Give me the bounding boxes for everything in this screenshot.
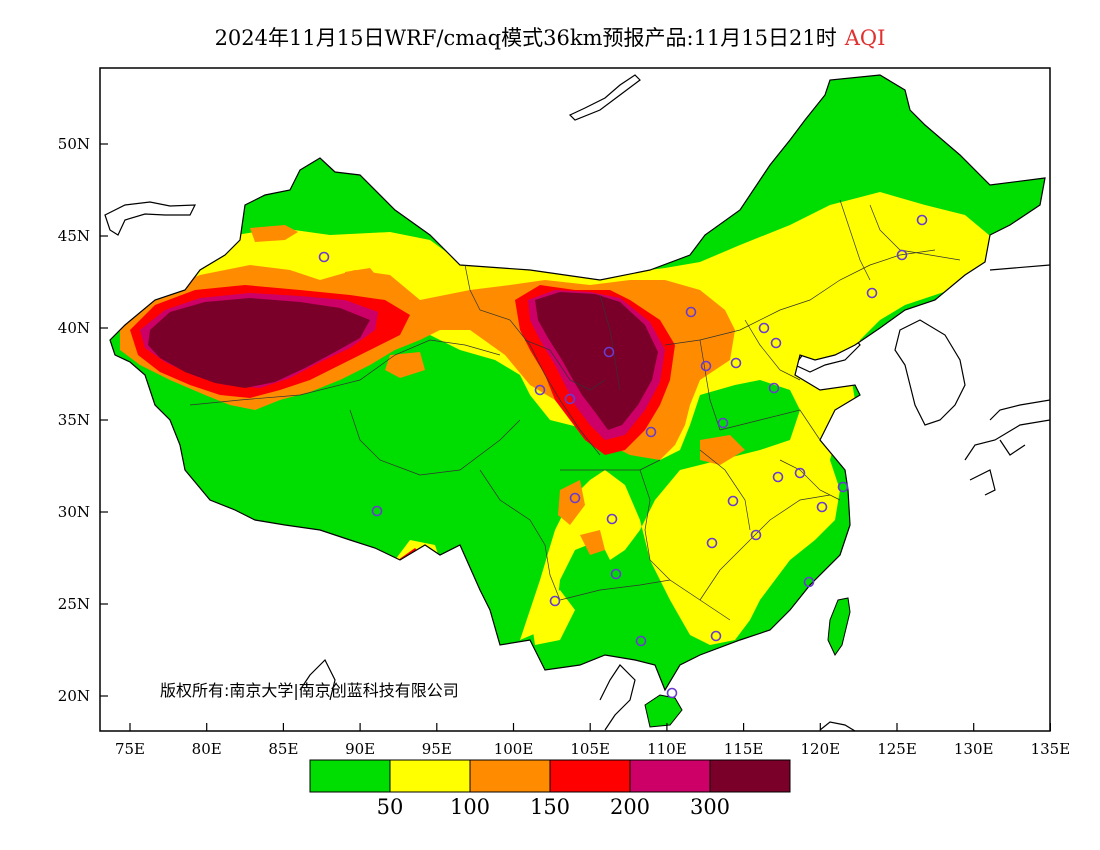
lat-tick-label: 50N [58,135,90,153]
color-legend: 50 100 150 200 300 [309,759,791,819]
city-marker [768,382,780,394]
city-marker [816,501,828,513]
lon-tick-label: 85E [268,740,298,758]
latitude-axis: 50N 45N 40N 35N 30N 25N 20N [58,135,108,705]
city-marker [569,492,581,504]
lat-tick-label: 35N [58,411,90,429]
city-marker [564,393,576,405]
city-marker [710,630,722,642]
lon-tick-label: 90E [345,740,375,758]
city-marker [916,214,928,226]
lon-tick-label: 130E [954,740,994,758]
lat-tick-label: 45N [58,227,90,245]
lat-tick-label: 25N [58,595,90,613]
lon-tick-label: 120E [801,740,841,758]
legend-swatch [309,759,391,793]
province-borders [189,199,961,621]
city-marker [606,513,618,525]
lat-tick-label: 40N [58,319,90,337]
city-marker [318,251,330,263]
lon-tick-label: 110E [647,740,687,758]
city-marker [727,495,739,507]
city-marker [685,306,697,318]
city-markers [318,214,928,699]
lat-tick-label: 30N [58,503,90,521]
legend-threshold-label: 300 [690,795,730,819]
china-border [109,74,1046,692]
legend-swatch [629,759,711,793]
lon-tick-label: 105E [570,740,610,758]
city-marker [549,595,561,607]
legend-threshold-label: 50 [377,795,404,819]
city-marker [666,687,678,699]
city-marker [371,505,383,517]
city-marker [645,426,657,438]
lon-tick-label: 100E [494,740,534,758]
lat-tick-label: 20N [58,687,90,705]
copyright-text: 版权所有:南京大学|南京创蓝科技有限公司 [160,681,459,700]
lon-tick-label: 125E [877,740,917,758]
lon-tick-label: 75E [115,740,145,758]
city-marker [896,249,908,261]
longitude-axis: 75E 80E 85E 90E 95E 100E 105E 110E 115E 120E 125E 1… [115,723,1070,758]
city-marker [866,287,878,299]
city-marker [750,529,762,541]
legend-swatch [469,759,551,793]
city-marker [803,576,815,588]
city-marker [837,481,849,493]
city-marker [610,568,622,580]
city-marker [717,417,729,429]
legend-swatch [549,759,631,793]
lon-tick-label: 135E [1031,740,1071,758]
title-main: 2024年11月15日WRF/cmaq模式36km预报产品:11月15日21时 [214,26,837,50]
city-marker [706,537,718,549]
city-marker [758,322,770,334]
city-marker [772,471,784,483]
map-title: 2024年11月15日WRF/cmaq模式36km预报产品:11月15日21时 A… [0,22,1100,52]
city-marker [534,384,546,396]
map-frame [99,67,1051,732]
city-marker [770,337,782,349]
legend-threshold-label: 100 [450,795,490,819]
city-marker [730,357,742,369]
legend-threshold-label: 150 [530,795,570,819]
legend-threshold-label: 200 [610,795,650,819]
city-marker [700,360,712,372]
title-variable: AQI [844,26,886,50]
legend-swatch [389,759,471,793]
lon-tick-label: 80E [192,740,222,758]
city-marker [635,635,647,647]
lon-tick-label: 115E [724,740,764,758]
lon-tick-label: 95E [422,740,452,758]
city-marker [794,467,806,479]
city-marker [603,346,615,358]
coastlines [104,74,1050,731]
legend-swatch [709,759,791,793]
hainan-island [644,694,683,728]
taiwan-island [827,597,851,656]
